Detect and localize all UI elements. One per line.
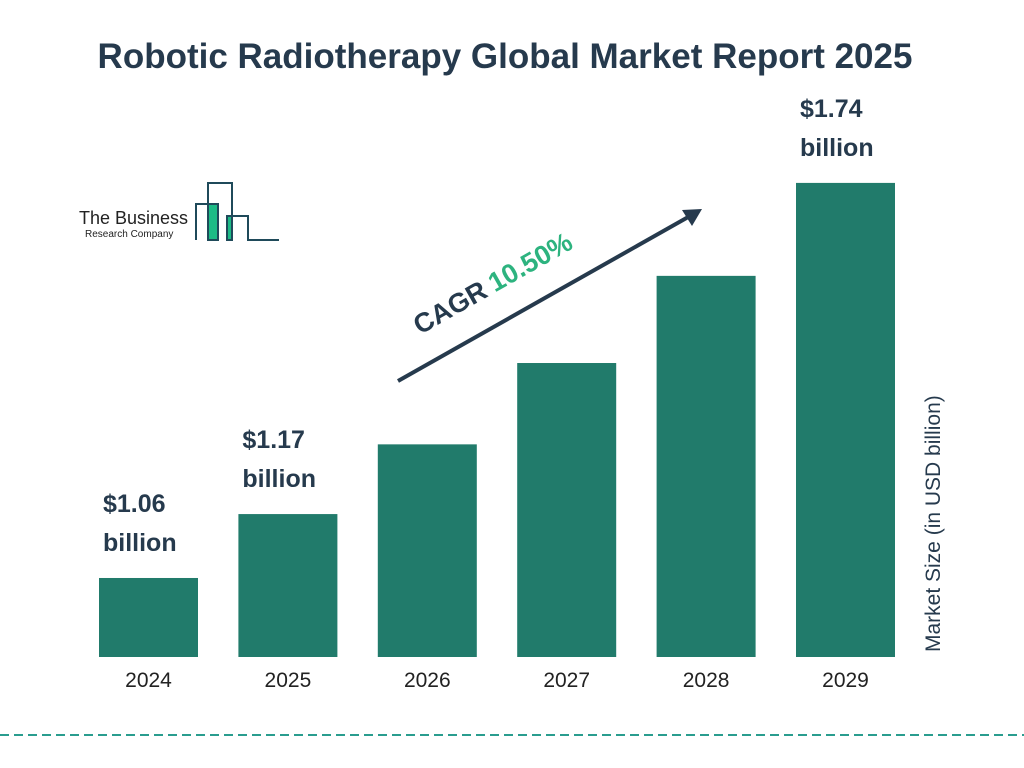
bar-2024 xyxy=(99,577,198,657)
logo-bar-icon xyxy=(208,204,217,240)
bar-2027 xyxy=(517,363,617,657)
cagr-annotation: CAGR 10.50% xyxy=(408,227,577,341)
logo-line1: The Business xyxy=(79,208,188,228)
data-label-unit: billion xyxy=(103,529,177,557)
logo-line2: Research Company xyxy=(85,229,173,240)
chart-title: Robotic Radiotherapy Global Market Repor… xyxy=(97,37,913,76)
bar-2025 xyxy=(238,514,338,657)
logo: The Business Research Company xyxy=(79,182,279,241)
data-label-value: $1.74 xyxy=(800,95,863,123)
x-tick-label: 2024 xyxy=(125,669,172,692)
data-label-value: $1.17 xyxy=(242,426,305,454)
data-label-unit: billion xyxy=(800,134,874,162)
x-tick-label: 2027 xyxy=(543,669,590,692)
cagr-arrow xyxy=(397,214,691,383)
x-tick-label: 2029 xyxy=(822,669,869,692)
cagr-label: CAGR xyxy=(408,275,492,340)
x-tick-label: 2025 xyxy=(265,669,312,692)
data-label-value: $1.06 xyxy=(103,490,166,518)
y-axis-label: Market Size (in USD billion) xyxy=(922,395,945,652)
bar-2028 xyxy=(656,275,756,657)
bar-2029 xyxy=(796,182,895,658)
data-label-unit: billion xyxy=(242,465,316,493)
bar-2026 xyxy=(377,444,477,657)
logo-bar-icon xyxy=(227,216,232,240)
x-tick-label: 2028 xyxy=(683,669,730,692)
logo-outline-icon xyxy=(195,182,279,241)
x-tick-label: 2026 xyxy=(404,669,451,692)
cagr-arrowhead-icon xyxy=(682,209,702,226)
